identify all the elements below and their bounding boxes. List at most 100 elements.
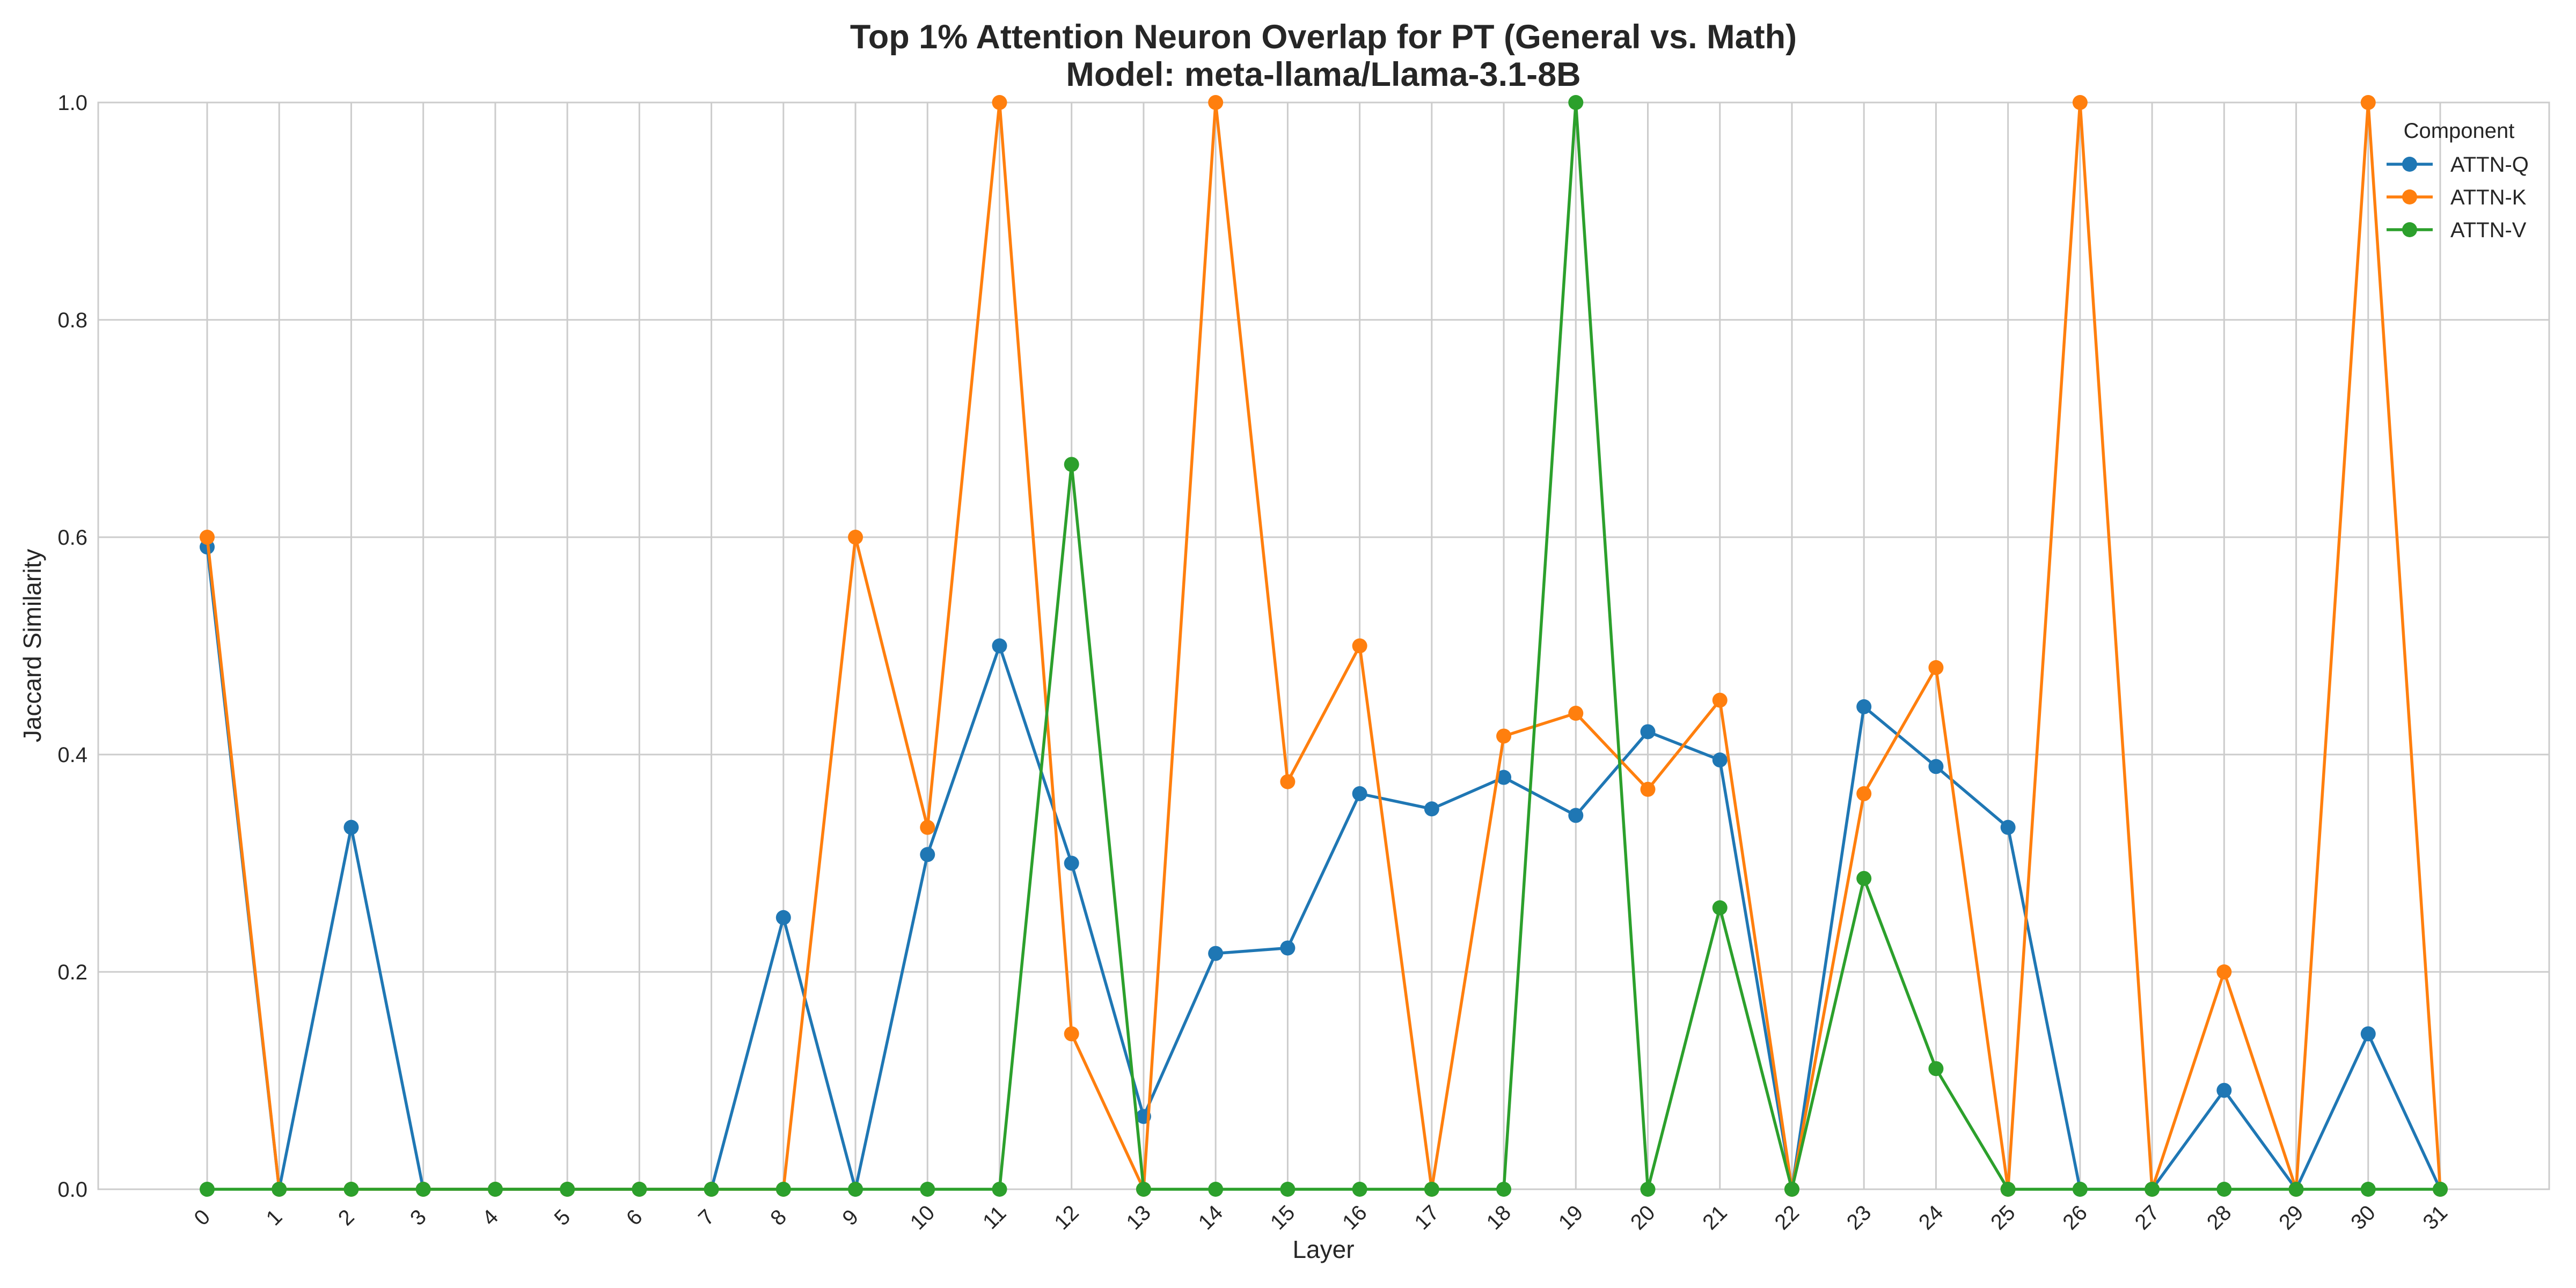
data-point-attn-v (343, 1182, 359, 1197)
data-point-attn-v (2288, 1182, 2304, 1197)
x-tick-label: 5 (550, 1205, 575, 1230)
data-point-attn-k (1496, 728, 1512, 744)
x-tick-label: 20 (1626, 1201, 1660, 1235)
series-attn-v (200, 95, 2448, 1197)
x-tick-label: 22 (1770, 1201, 1804, 1235)
data-point-attn-q (343, 819, 359, 835)
legend-entry-attn-v: ATTN-V (2387, 218, 2527, 242)
x-tick-label: 6 (622, 1205, 647, 1230)
data-point-attn-v (848, 1182, 863, 1197)
x-tick-label: 2 (334, 1205, 359, 1230)
data-point-attn-k (1640, 781, 1656, 797)
x-tick-label: 30 (2346, 1201, 2380, 1235)
y-tick-label: 0.4 (57, 743, 87, 767)
data-point-attn-k (1856, 786, 1872, 801)
legend-swatch-marker (2402, 189, 2417, 204)
x-tick-label: 15 (1266, 1201, 1300, 1235)
legend-swatch-marker (2402, 157, 2417, 172)
x-axis-label: Layer (1292, 1235, 1354, 1263)
data-point-attn-v (632, 1182, 647, 1197)
x-tick-label: 11 (978, 1202, 1011, 1234)
y-axis-label: Jaccard Similarity (18, 549, 46, 742)
data-point-attn-q (1496, 770, 1512, 785)
y-tick-label: 0.2 (57, 961, 87, 984)
data-point-attn-q (775, 910, 791, 925)
x-tick-label: 18 (1482, 1201, 1516, 1235)
data-point-attn-v (1136, 1182, 1151, 1197)
data-point-attn-k (1352, 638, 1367, 654)
legend-entries: ATTN-Q ATTN-K ATTN-V (2387, 153, 2529, 242)
data-point-attn-v (1280, 1182, 1296, 1197)
x-tick-label: 9 (838, 1205, 863, 1230)
data-point-attn-v (2145, 1182, 2160, 1197)
series-line-attn-k (206, 101, 2442, 1191)
data-point-attn-v (560, 1182, 575, 1197)
data-point-attn-q (1856, 699, 1872, 714)
data-point-attn-k (920, 819, 935, 835)
data-point-attn-v (487, 1182, 503, 1197)
data-point-attn-q (920, 847, 935, 862)
data-point-attn-v (920, 1182, 935, 1197)
x-tick-label: 26 (2058, 1201, 2092, 1235)
data-point-attn-q (1280, 940, 1296, 956)
legend-label: ATTN-Q (2450, 153, 2529, 177)
data-point-attn-q (1208, 946, 1224, 961)
data-point-attn-v (2072, 1182, 2088, 1197)
y-axis-ticks: 0.0 0.2 0.4 0.6 0.8 1.0 (57, 91, 87, 1202)
x-tick-label: 24 (1914, 1201, 1948, 1235)
grid-lines (98, 101, 2549, 1190)
x-tick-label: 10 (906, 1201, 940, 1235)
x-tick-label: 13 (1122, 1201, 1155, 1235)
chart-subtitle: Model: meta-llama/Llama-3.1-8B (1066, 56, 1580, 93)
x-tick-label: 4 (478, 1205, 503, 1230)
y-tick-label: 0.8 (57, 309, 87, 332)
data-point-attn-k (2072, 95, 2088, 110)
legend: Component ATTN-Q ATTN-K ATTN-V (2387, 119, 2529, 242)
series-attn-k (200, 95, 2448, 1197)
data-point-attn-v (1352, 1182, 1367, 1197)
x-tick-label: 12 (1050, 1201, 1084, 1235)
data-point-attn-v (992, 1182, 1007, 1197)
data-point-attn-k (1208, 95, 1224, 110)
x-tick-label: 17 (1410, 1201, 1444, 1235)
series-attn-q (200, 539, 2448, 1197)
data-point-attn-v (1496, 1182, 1512, 1197)
data-point-attn-k (848, 530, 863, 545)
series-line-attn-q (206, 546, 2442, 1191)
data-point-attn-q (1352, 786, 1367, 801)
data-point-attn-v (1640, 1182, 1656, 1197)
data-point-attn-v (1424, 1182, 1439, 1197)
x-tick-label: 31 (2419, 1201, 2453, 1235)
data-point-attn-v (1208, 1182, 1224, 1197)
data-point-attn-v (2216, 1182, 2232, 1197)
legend-label: ATTN-K (2450, 186, 2527, 209)
data-point-attn-k (1712, 692, 1728, 708)
data-point-attn-v (1784, 1182, 1799, 1197)
data-point-attn-k (1568, 706, 1584, 721)
chart-title: Top 1% Attention Neuron Overlap for PT (… (850, 18, 1797, 56)
data-point-attn-q (1928, 759, 1944, 774)
data-point-attn-v (2360, 1182, 2376, 1197)
x-tick-label: 14 (1194, 1201, 1228, 1235)
data-point-attn-q (1568, 808, 1584, 823)
data-point-attn-q (2360, 1026, 2376, 1042)
data-point-attn-v (2000, 1182, 2016, 1197)
data-point-attn-q (1640, 724, 1656, 740)
plot-area-frame (97, 101, 2550, 1190)
legend-title: Component (2404, 119, 2515, 143)
x-tick-label: 0 (189, 1205, 215, 1230)
x-tick-label: 25 (1986, 1201, 2020, 1235)
data-point-attn-v (1928, 1061, 1944, 1077)
data-point-attn-k (1928, 660, 1944, 675)
data-point-attn-v (704, 1182, 719, 1197)
x-axis-ticks: 0 1 2 3 4 5 6 7 8 9 10 11 12 13 14 15 16 17 18 19 20 21 22 23 24… (189, 1201, 2452, 1235)
data-point-attn-v (272, 1182, 287, 1197)
x-tick-label: 1 (262, 1205, 287, 1230)
x-tick-label: 28 (2202, 1201, 2236, 1235)
data-point-attn-k (1064, 1026, 1079, 1042)
series-lines (200, 95, 2448, 1197)
data-point-attn-v (1568, 95, 1584, 110)
data-point-attn-v (1064, 457, 1079, 472)
x-tick-label: 29 (2274, 1201, 2308, 1235)
